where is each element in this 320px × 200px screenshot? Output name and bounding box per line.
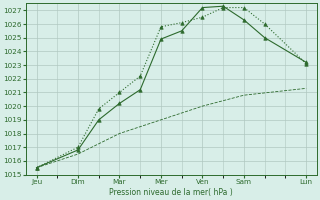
- X-axis label: Pression niveau de la mer( hPa ): Pression niveau de la mer( hPa ): [109, 188, 233, 197]
